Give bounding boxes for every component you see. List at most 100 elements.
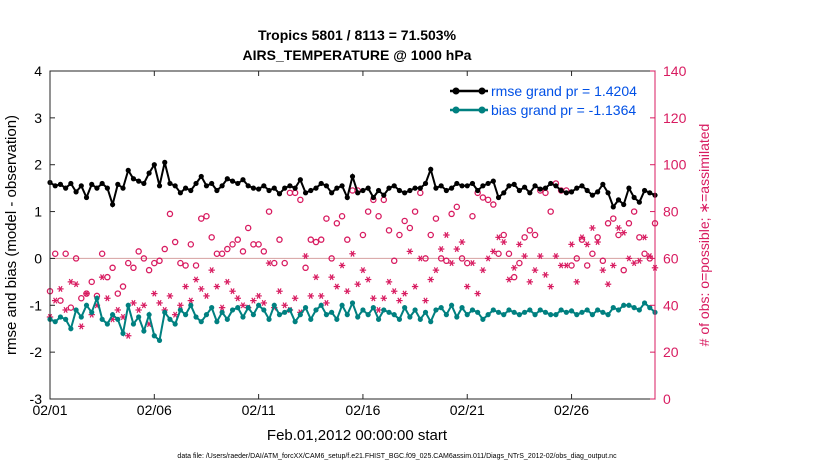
possible-obs-marker [599, 257, 607, 265]
bias-point [209, 305, 215, 311]
bias-point [396, 316, 403, 322]
rmse-point [344, 194, 350, 201]
x-axis-label: Feb.01,2012 00:00:00 start [267, 427, 448, 444]
rmse-point [615, 197, 622, 203]
possible-obs-marker [276, 236, 283, 243]
possible-obs-marker [505, 250, 513, 257]
possible-obs-marker [124, 259, 132, 267]
bias-point [52, 319, 58, 325]
rmse-point [579, 183, 585, 189]
assimilated-obs-marker [406, 248, 414, 255]
rmse-point [292, 185, 298, 191]
bias-point [485, 312, 491, 318]
rmse-point [506, 183, 512, 189]
assimilated-obs-marker [630, 260, 638, 267]
bias-point [167, 316, 173, 322]
bias-point [558, 307, 564, 313]
rmse-point [63, 185, 69, 191]
rmse-point [360, 187, 366, 194]
rmse-point [475, 187, 481, 194]
bias-point [203, 312, 210, 318]
y-left-tick-label: -3 [30, 391, 43, 407]
y-left-tick-label: 4 [34, 63, 42, 79]
rmse-point [443, 187, 449, 194]
rmse-point [219, 183, 225, 189]
assimilated-obs-marker [495, 234, 502, 241]
possible-obs-marker [234, 236, 242, 243]
assimilated-obs-marker [57, 285, 64, 292]
possible-obs-marker [610, 215, 617, 222]
assimilated-obs-marker [177, 302, 184, 309]
assimilated-obs-marker [328, 274, 335, 281]
bias-point [553, 312, 559, 318]
rmse-point [438, 183, 444, 189]
bias-point [177, 307, 183, 313]
rmse-point [542, 185, 549, 191]
possible-obs-marker [594, 234, 601, 241]
bias-point [214, 319, 220, 325]
assimilated-obs-marker [625, 255, 633, 262]
bias-point [537, 307, 543, 313]
rmse-point [469, 180, 476, 187]
rmse-point [266, 187, 272, 194]
possible-obs-marker [448, 210, 455, 218]
assimilated-obs-marker [427, 276, 434, 283]
assimilated-obs-marker [474, 290, 481, 297]
rmse-point [229, 178, 236, 184]
possible-obs-marker [359, 231, 367, 239]
rmse-point [276, 191, 283, 197]
assimilated-obs-marker [98, 274, 106, 281]
rmse-point [626, 185, 632, 191]
possible-obs-marker [72, 255, 80, 262]
rmse-point [402, 190, 408, 196]
assimilated-obs-marker [370, 295, 377, 302]
legend-bias-marker-b [478, 106, 486, 114]
bias-point [641, 300, 648, 306]
bias-point [475, 309, 481, 315]
assimilated-obs-marker [114, 306, 122, 314]
bias-point [151, 333, 157, 339]
possible-obs-marker [526, 227, 534, 234]
assimilated-obs-marker [52, 297, 59, 304]
assimilated-obs-marker [547, 283, 554, 290]
bias-point [339, 302, 345, 308]
assimilated-obs-marker [234, 295, 241, 302]
assimilated-obs-marker [349, 250, 356, 257]
possible-obs-marker [495, 250, 502, 257]
assimilated-obs-marker [589, 224, 596, 232]
rmse-point [287, 183, 293, 189]
possible-obs-marker [187, 241, 195, 248]
bias-point [574, 312, 580, 318]
bias-point [386, 309, 392, 315]
possible-obs-marker [192, 262, 200, 269]
rmse-point [109, 201, 116, 208]
possible-obs-marker [161, 245, 168, 253]
bias-point [595, 307, 601, 313]
assimilated-obs-marker [594, 238, 601, 246]
possible-obs-marker [625, 220, 633, 227]
assimilated-obs-marker [276, 288, 283, 295]
x-tick-label: 02/26 [554, 402, 589, 418]
y-right-tick-label: 100 [663, 157, 687, 173]
bias-point [318, 302, 324, 308]
possible-obs-marker [641, 250, 648, 257]
assimilated-obs-marker [130, 299, 137, 307]
legend: rmse grand pr = 1.4204 bias grand pr = -… [446, 79, 650, 122]
assimilated-obs-marker [453, 245, 461, 253]
bias-point [438, 305, 444, 311]
y-axis-right-label: # of obs: o=possible; ∗=assimilated [696, 124, 712, 347]
y-left-tick-label: 2 [34, 157, 42, 173]
assimilated-obs-marker [318, 292, 325, 299]
bias-point [250, 312, 257, 318]
rmse-point [302, 190, 309, 196]
rmse-point [355, 190, 361, 196]
bias-point [459, 305, 465, 311]
rmse-point [162, 159, 168, 165]
possible-obs-marker [583, 262, 591, 269]
assimilated-obs-marker [510, 264, 518, 271]
assimilated-obs-marker [521, 253, 528, 260]
assimilated-obs-marker [469, 260, 476, 267]
rmse-point [610, 204, 616, 210]
bias-point [73, 307, 79, 313]
assimilated-obs-marker [281, 302, 288, 309]
